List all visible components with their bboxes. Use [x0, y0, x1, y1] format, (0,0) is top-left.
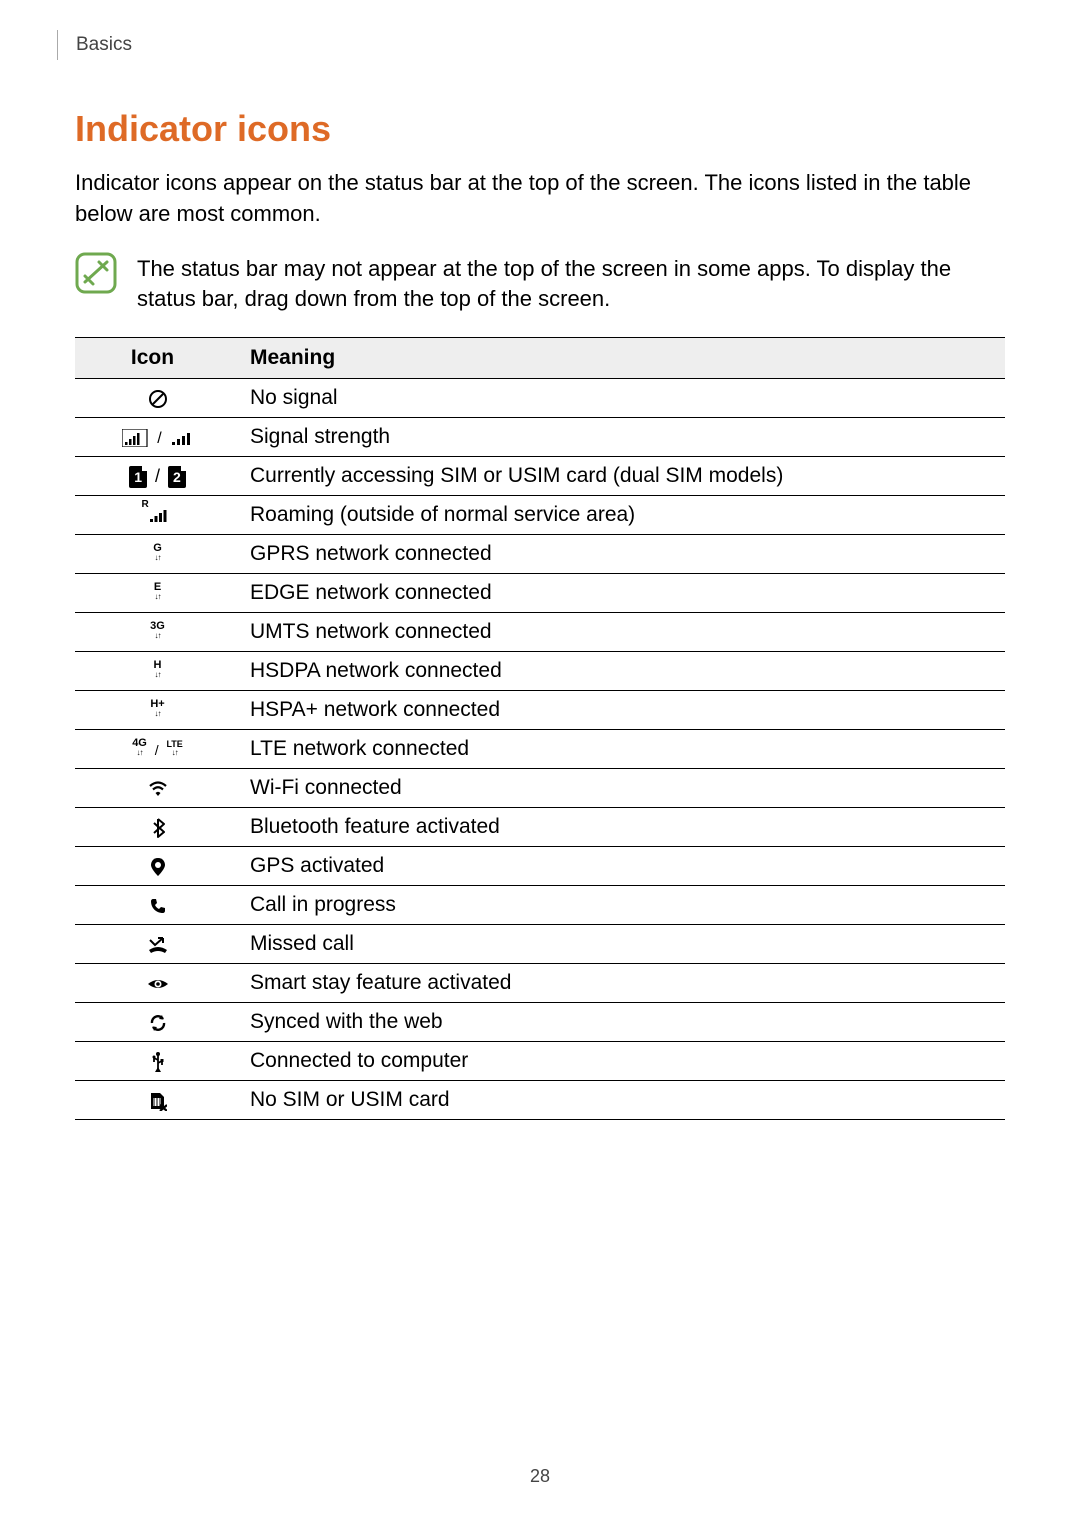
usb-icon — [75, 1042, 230, 1081]
table-row: 3G↓↑ UMTS network connected — [75, 613, 1005, 652]
meaning-text: Missed call — [230, 925, 1005, 964]
missed-call-icon — [75, 925, 230, 964]
separator: / — [157, 430, 161, 447]
meaning-text: Signal strength — [230, 418, 1005, 457]
note-icon — [75, 252, 117, 294]
breadcrumb: Basics — [76, 34, 1005, 56]
meaning-text: Bluetooth feature activated — [230, 808, 1005, 847]
table-row: H+↓↑ HSPA+ network connected — [75, 691, 1005, 730]
table-row: No signal — [75, 379, 1005, 418]
separator: / — [155, 466, 160, 486]
table-row: Smart stay feature activated — [75, 964, 1005, 1003]
meaning-text: No SIM or USIM card — [230, 1081, 1005, 1120]
table-row: G↓↑ GPRS network connected — [75, 535, 1005, 574]
breadcrumb-wrap: Basics — [57, 30, 1005, 60]
col-icon: Icon — [75, 338, 230, 379]
hspa-plus-icon: H+↓↑ — [75, 691, 230, 730]
intro-text: Indicator icons appear on the status bar… — [75, 168, 1005, 230]
no-sim-icon — [75, 1081, 230, 1120]
meaning-text: No signal — [230, 379, 1005, 418]
no-signal-icon — [75, 379, 230, 418]
table-row: / Signal strength — [75, 418, 1005, 457]
meaning-text: GPS activated — [230, 847, 1005, 886]
signal-strength-icon: / — [75, 418, 230, 457]
meaning-text: Currently accessing SIM or USIM card (du… — [230, 457, 1005, 496]
meaning-text: GPRS network connected — [230, 535, 1005, 574]
page-container: Basics Indicator icons Indicator icons a… — [0, 0, 1080, 1120]
note-text: The status bar may not appear at the top… — [137, 252, 1005, 316]
table-row: Connected to computer — [75, 1042, 1005, 1081]
page-number: 28 — [0, 1466, 1080, 1487]
sync-icon — [75, 1003, 230, 1042]
table-row: Call in progress — [75, 886, 1005, 925]
lte-icon: 4G↓↑ / LTE↓↑ — [75, 730, 230, 769]
table-header-row: Icon Meaning — [75, 338, 1005, 379]
table-row: 4G↓↑ / LTE↓↑ LTE network connected — [75, 730, 1005, 769]
table-row: 1 / 2 Currently accessing SIM or USIM ca… — [75, 457, 1005, 496]
col-meaning: Meaning — [230, 338, 1005, 379]
meaning-text: Call in progress — [230, 886, 1005, 925]
meaning-text: Connected to computer — [230, 1042, 1005, 1081]
meaning-text: Roaming (outside of normal service area) — [230, 496, 1005, 535]
meaning-text: UMTS network connected — [230, 613, 1005, 652]
gprs-icon: G↓↑ — [75, 535, 230, 574]
smart-stay-icon — [75, 964, 230, 1003]
separator: / — [155, 742, 159, 758]
roaming-icon: R — [75, 496, 230, 535]
call-icon — [75, 886, 230, 925]
sim-2-badge: 2 — [168, 466, 186, 488]
meaning-text: HSDPA network connected — [230, 652, 1005, 691]
table-row: Missed call — [75, 925, 1005, 964]
table-row: R Roaming (outside of normal service are… — [75, 496, 1005, 535]
table-row: No SIM or USIM card — [75, 1081, 1005, 1120]
meaning-text: LTE network connected — [230, 730, 1005, 769]
sim-1-2-icon: 1 / 2 — [75, 457, 230, 496]
meaning-text: EDGE network connected — [230, 574, 1005, 613]
edge-icon: E↓↑ — [75, 574, 230, 613]
meaning-text: Wi-Fi connected — [230, 769, 1005, 808]
meaning-text: HSPA+ network connected — [230, 691, 1005, 730]
icons-table: Icon Meaning No signal / — [75, 337, 1005, 1120]
table-row: E↓↑ EDGE network connected — [75, 574, 1005, 613]
table-row: Wi-Fi connected — [75, 769, 1005, 808]
wifi-icon — [75, 769, 230, 808]
sim-1-badge: 1 — [129, 466, 147, 488]
meaning-text: Smart stay feature activated — [230, 964, 1005, 1003]
meaning-text: Synced with the web — [230, 1003, 1005, 1042]
hsdpa-icon: H↓↑ — [75, 652, 230, 691]
bluetooth-icon — [75, 808, 230, 847]
table-row: H↓↑ HSDPA network connected — [75, 652, 1005, 691]
table-row: GPS activated — [75, 847, 1005, 886]
gps-icon — [75, 847, 230, 886]
umts-icon: 3G↓↑ — [75, 613, 230, 652]
table-row: Bluetooth feature activated — [75, 808, 1005, 847]
table-row: Synced with the web — [75, 1003, 1005, 1042]
page-title: Indicator icons — [75, 108, 1005, 150]
note-callout: The status bar may not appear at the top… — [75, 252, 1005, 316]
